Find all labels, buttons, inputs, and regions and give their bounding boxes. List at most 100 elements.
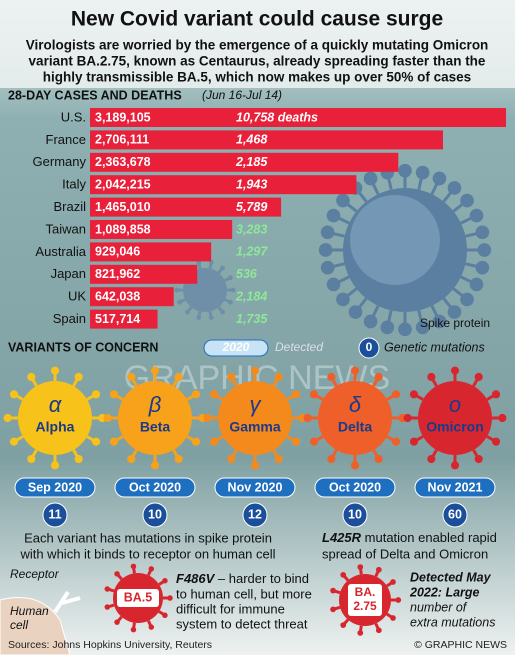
spike-tip [409, 390, 419, 399]
deaths-label: 10,758 deaths [236, 110, 318, 124]
ba5-label: BA.5 [124, 590, 153, 604]
mutation-circle [342, 502, 368, 528]
spike-tip [357, 630, 364, 636]
spike-tip [191, 390, 201, 399]
credit: © GRAPHIC NEWS [414, 639, 507, 651]
spike-tip [330, 587, 336, 594]
spike-tip [330, 606, 336, 613]
spike-tip [148, 624, 155, 630]
spike-tip [415, 165, 430, 180]
spike-tip [220, 309, 225, 315]
receptor-label: Receptor [10, 567, 60, 581]
spike-tip [432, 171, 447, 186]
variant-virus [103, 366, 207, 470]
spike-tip [391, 437, 401, 446]
section-title: VARIANTS OF CONCERN [8, 340, 158, 354]
deaths-label: 2,184 [235, 289, 267, 303]
bar [90, 197, 282, 217]
spike-tip [167, 595, 173, 601]
detected-date: Nov 2020 [228, 480, 283, 494]
spike-tip [9, 390, 19, 399]
deaths-label: 1,735 [236, 312, 268, 326]
spike-tip [320, 225, 335, 240]
value-label: 2,042,215 [95, 177, 151, 191]
spike-tip [291, 390, 301, 399]
legend-date: 2020 [222, 340, 250, 354]
spike-tip [390, 579, 396, 585]
spike-tip [469, 277, 484, 292]
bar [90, 108, 506, 127]
virus-body [418, 381, 492, 455]
spike-tip [274, 372, 283, 382]
spike-tip [148, 566, 155, 572]
date-pill [414, 477, 496, 498]
spike-tip [127, 372, 136, 382]
spike-tip [475, 225, 490, 240]
bar [90, 242, 212, 262]
chart-title: 28-DAY CASES AND DEATHS [8, 88, 182, 102]
variant-name: Beta [140, 419, 171, 435]
spike-tip [474, 372, 483, 382]
spike-tip [340, 571, 347, 578]
value-label: 821,962 [95, 267, 140, 281]
deaths-label: 3,283 [236, 222, 267, 236]
ba275-note: 2022: Large [409, 585, 480, 599]
spike-tip [103, 413, 112, 423]
category-label: France [46, 132, 86, 147]
mutation-circle [42, 502, 68, 528]
value-label: 1,089,858 [95, 222, 151, 236]
label-box [348, 584, 382, 616]
ba5-note: difficult for immune [176, 601, 285, 616]
spike-tip [220, 265, 225, 271]
note: L425R mutation enabled rapid [322, 530, 497, 545]
bar [90, 130, 443, 150]
variant-symbol: γ [250, 392, 263, 417]
spike-tip [491, 437, 501, 446]
spike-tip [114, 571, 120, 577]
spike-tip [109, 437, 119, 446]
spike-tip [318, 243, 333, 257]
bar [90, 220, 233, 239]
spike-tip [460, 193, 474, 208]
deaths-label: 2,185 [235, 155, 268, 169]
spike-tip [348, 305, 363, 319]
detected-date: Oct 2020 [129, 480, 181, 494]
value-label: 1,465,010 [95, 200, 151, 214]
note: spread of Delta and Omicron [322, 546, 488, 561]
deaths-label: 536 [236, 267, 258, 281]
spike-tip [336, 193, 350, 208]
mutation-count: 12 [248, 507, 262, 521]
spike-label: Spike protein [420, 316, 490, 330]
spike-tip [104, 604, 111, 610]
chart-subtitle: (Jun 16-Jul 14) [202, 88, 282, 102]
spike-tip [209, 437, 219, 446]
spike-tip [130, 626, 137, 633]
spike-tip [340, 622, 347, 629]
spike-tip [403, 413, 412, 423]
ba275-note: number of [410, 600, 468, 614]
spike-tip [391, 390, 401, 399]
legend-label: Detected [275, 340, 323, 354]
spike-tip [3, 413, 12, 423]
subtitle: highly transmissible BA.5, which now mak… [43, 70, 471, 85]
spike-tip [191, 437, 201, 446]
mutation-circle [442, 502, 468, 528]
variant-virus [403, 366, 507, 470]
mutation-count: 60 [448, 507, 462, 521]
note: mutation enabled rapid [361, 530, 497, 545]
variant-symbol: ο [449, 392, 461, 417]
label-box [117, 589, 159, 607]
variant-virus [3, 366, 107, 470]
spike-tip [109, 390, 119, 399]
date-pill [214, 477, 296, 498]
spike-tip [326, 208, 341, 223]
spike-tip [326, 277, 341, 292]
spike-tip [363, 171, 378, 186]
spike-tip [327, 372, 336, 382]
deaths-label: 1,297 [236, 245, 268, 259]
value-label: 2,363,678 [95, 155, 151, 169]
spike-tip [432, 314, 447, 329]
spike-tip [375, 566, 382, 573]
spike-tip [227, 454, 236, 464]
